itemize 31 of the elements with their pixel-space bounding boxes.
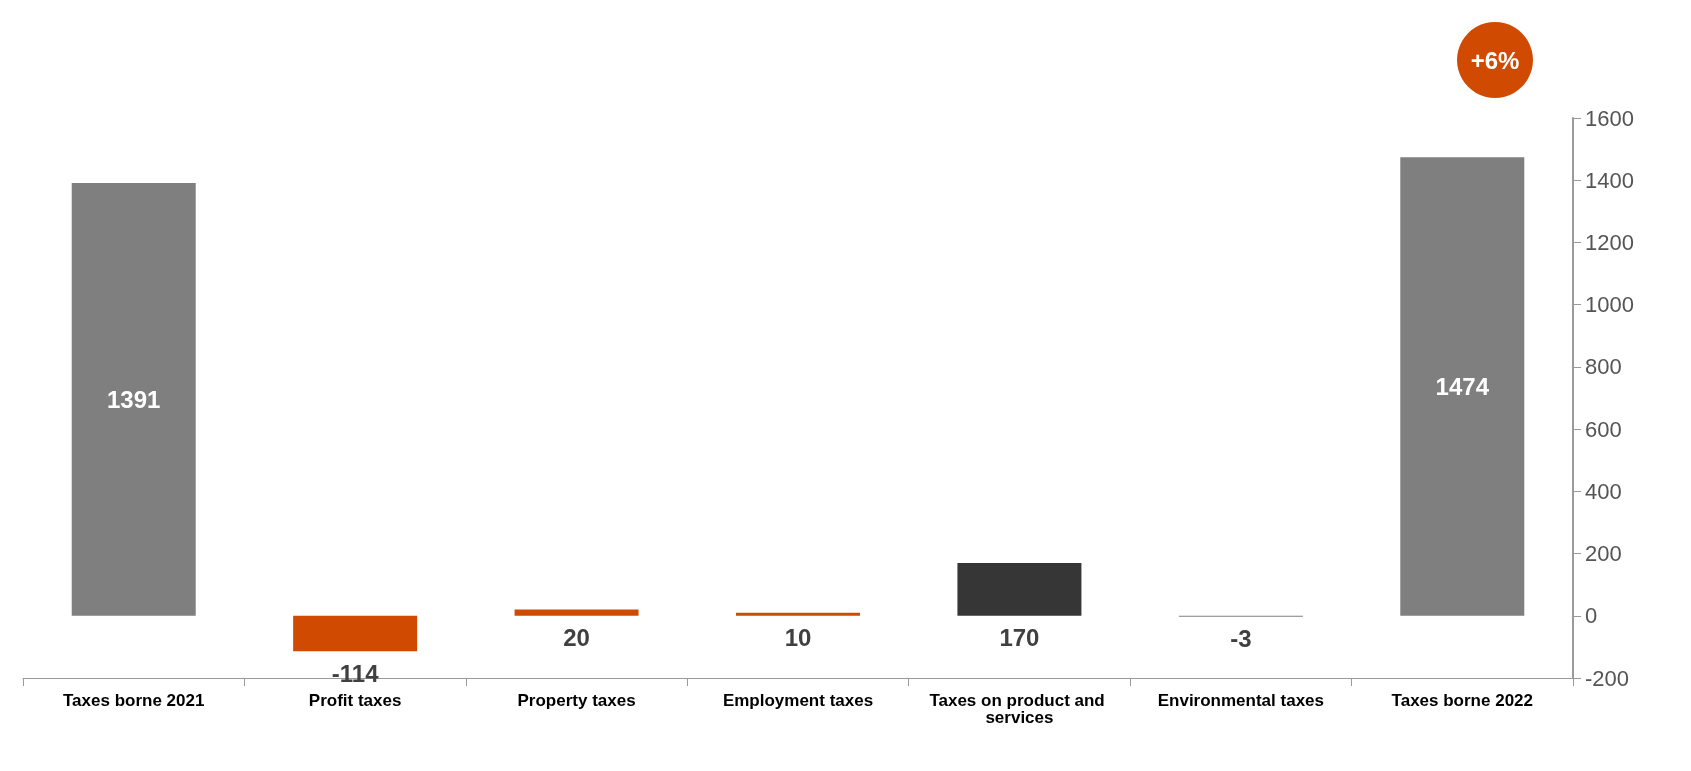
x-tick-label: Employment taxes — [722, 691, 874, 710]
y-tick-label: 0 — [1585, 603, 1598, 629]
data-label: 10 — [784, 624, 812, 652]
y-tick-label: -200 — [1585, 665, 1630, 691]
bar — [514, 609, 639, 616]
bar — [957, 562, 1082, 616]
data-label: 20 — [563, 624, 590, 652]
x-tick-label: Taxes borne 2022 — [1391, 691, 1533, 710]
y-tick-label: 1600 — [1585, 105, 1634, 131]
y-tick-label: 1400 — [1585, 167, 1634, 193]
data-label: 1474 — [1435, 372, 1490, 400]
y-tick-label: 400 — [1585, 478, 1622, 504]
x-tick-label: Taxes on product and services — [929, 691, 1110, 727]
bar — [1400, 157, 1525, 616]
y-tick-label: 800 — [1585, 354, 1622, 380]
data-label: 1391 — [107, 385, 161, 413]
text: +6% — [1470, 46, 1520, 74]
y-tick-label: 200 — [1585, 541, 1622, 567]
x-tick-label: Environmental taxes — [1157, 691, 1324, 710]
bar — [293, 615, 418, 652]
x-tick-label: Property taxes — [517, 691, 636, 710]
x-tick-label: Profit taxes — [308, 691, 402, 710]
data-label: -3 — [1230, 625, 1252, 653]
x-tick-label: Taxes borne 2021 — [63, 691, 205, 710]
bar — [71, 183, 196, 616]
bar — [736, 612, 860, 616]
y-tick-label: 1000 — [1585, 292, 1634, 318]
y-tick-label: 1200 — [1585, 229, 1634, 255]
y-tick-label: 600 — [1585, 416, 1622, 442]
data-label: -114 — [331, 659, 380, 687]
data-label: 170 — [999, 624, 1040, 652]
